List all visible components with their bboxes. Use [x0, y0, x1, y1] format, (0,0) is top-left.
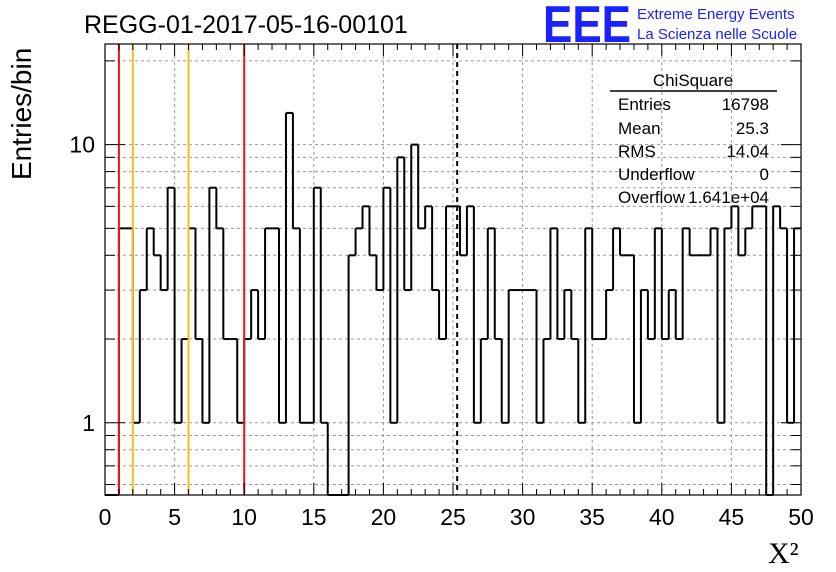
x-tick-label: 10 — [231, 504, 257, 530]
stats-label-entries: Entries — [618, 95, 671, 114]
x-tick-label: 0 — [99, 504, 112, 530]
x-tick-label: 45 — [719, 504, 745, 530]
stats-value-mean: 25.3 — [736, 119, 769, 138]
logo-mark: EEE — [543, 0, 631, 54]
x-tick-label: 40 — [649, 504, 675, 530]
x-tick-label: 15 — [301, 504, 327, 530]
y-axis-label: Entries/bin — [6, 48, 37, 180]
stats-value-entries: 16798 — [722, 95, 769, 114]
logo-line-1: Extreme Energy Events — [637, 6, 795, 23]
x-tick-label: 50 — [788, 504, 814, 530]
stats-value-overflow: 1.641e+04 — [688, 188, 769, 207]
y-tick-label: 10 — [69, 132, 95, 158]
chart-title: REGG-01-2017-05-16-00101 — [84, 11, 408, 39]
x-tick-label: 5 — [168, 504, 181, 530]
stats-label-rms: RMS — [618, 142, 656, 161]
logo-line-2: La Scienza nelle Scuole — [637, 26, 797, 43]
axis-ticks: 0 5 10 15 20 25 30 35 40 45 50 1 10 — [69, 44, 814, 530]
x-tick-label: 30 — [510, 504, 536, 530]
reference-lines — [117, 44, 459, 495]
x-axis-label: X² — [768, 537, 799, 570]
x-tick-label: 35 — [579, 504, 605, 530]
y-tick-label: 1 — [82, 410, 95, 436]
x-tick-label: 20 — [371, 504, 397, 530]
stats-label-underflow: Underflow — [618, 165, 695, 184]
stats-label-overflow: Overflow — [618, 188, 686, 207]
stats-title: ChiSquare — [653, 71, 733, 90]
stats-label-mean: Mean — [618, 119, 661, 138]
stats-box: ChiSquare Entries 16798 Mean 25.3 RMS 14… — [610, 71, 777, 207]
stats-value-underflow: 0 — [760, 165, 769, 184]
eee-logo: EEE Extreme Energy Events La Scienza nel… — [543, 0, 797, 54]
x-tick-label: 25 — [440, 504, 466, 530]
stats-value-rms: 14.04 — [726, 142, 769, 161]
